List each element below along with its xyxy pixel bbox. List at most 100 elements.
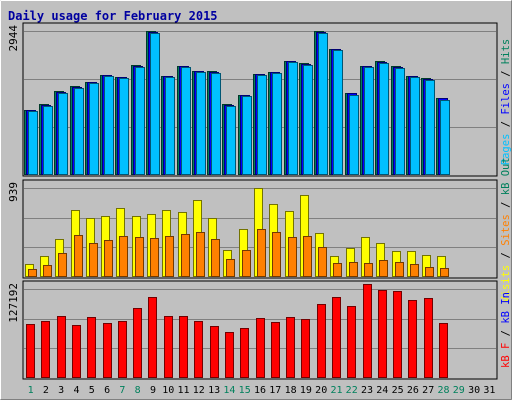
bar-pages-day-21 xyxy=(333,50,343,175)
y-axis-max-label: 939 xyxy=(7,182,20,202)
x-tick-label: 14 xyxy=(223,385,235,396)
bar-kb-f-day-23 xyxy=(363,284,372,378)
bar-sites-day-28 xyxy=(440,268,449,277)
bar-pages-day-19 xyxy=(303,65,313,175)
x-tick-label: 7 xyxy=(119,385,125,396)
legend-entry: kB Out xyxy=(500,157,512,195)
legend-entry: Sites xyxy=(500,214,512,246)
bar-kb-f-day-8 xyxy=(133,308,142,378)
bar-sites-day-2 xyxy=(43,265,52,277)
x-tick-label: 23 xyxy=(361,385,373,396)
bar-pages-day-13 xyxy=(211,73,221,175)
bar-kb-f-day-26 xyxy=(408,300,417,378)
bar-pages-day-1 xyxy=(28,111,38,175)
bar-pages-day-16 xyxy=(257,75,267,175)
bar-kb-f-day-21 xyxy=(332,297,341,378)
bar-kb-f-day-2 xyxy=(41,321,50,378)
legend-entry: Visits xyxy=(500,265,512,303)
bar-kb-f-day-24 xyxy=(378,290,387,378)
x-tick-label: 19 xyxy=(300,385,312,396)
bar-pages-day-28 xyxy=(440,100,450,175)
bar-kb-f-day-27 xyxy=(424,298,433,378)
bar-sites-day-9 xyxy=(150,238,159,277)
bar-sites-day-19 xyxy=(303,236,312,277)
bar-sites-day-18 xyxy=(288,237,297,277)
legend-entry: / xyxy=(500,324,512,343)
bar-pages-day-18 xyxy=(288,62,298,175)
panel-kb: 127192 xyxy=(7,280,498,380)
bar-pages-day-5 xyxy=(89,83,99,175)
bar-kb-f-day-12 xyxy=(194,321,203,378)
x-tick-label: 27 xyxy=(422,385,434,396)
bar-pages-day-12 xyxy=(196,72,206,175)
x-tick-label: 9 xyxy=(150,385,156,396)
bar-pages-day-20 xyxy=(318,33,328,175)
bar-sites-day-8 xyxy=(135,237,144,277)
bar-sites-day-25 xyxy=(395,262,404,277)
x-tick-label: 3 xyxy=(58,385,64,396)
x-tick-label: 17 xyxy=(269,385,281,396)
x-tick-label: 26 xyxy=(407,385,419,396)
bar-pages-day-24 xyxy=(379,63,389,175)
bar-kb-f-day-25 xyxy=(393,291,402,378)
bar-kb-f-day-16 xyxy=(256,318,265,378)
bar-sites-day-21 xyxy=(333,263,342,277)
legend-entry: kB In xyxy=(500,292,512,324)
bar-kb-f-day-7 xyxy=(118,321,127,378)
bar-kb-f-day-19 xyxy=(301,319,310,378)
bar-sites-day-5 xyxy=(89,243,98,277)
bar-kb-f-day-3 xyxy=(57,316,66,378)
bar-pages-day-17 xyxy=(272,73,282,175)
chart-title: Daily usage for February 2015 xyxy=(8,9,218,23)
bar-pages-day-6 xyxy=(104,76,114,175)
x-tick-label: 29 xyxy=(453,385,465,396)
legend-middle: Visits / Sites / kB Out xyxy=(500,157,512,302)
bar-kb-f-day-13 xyxy=(210,326,219,378)
legend-entry: Files xyxy=(500,83,512,115)
bar-sites-day-17 xyxy=(272,232,281,277)
bar-sites-day-14 xyxy=(226,259,235,277)
legend-entry: / xyxy=(500,246,512,265)
bar-kb-f-day-10 xyxy=(164,316,173,378)
legend-bottom: kB F / kB In xyxy=(500,292,512,368)
bar-sites-day-27 xyxy=(425,267,434,277)
x-tick-label: 24 xyxy=(376,385,388,396)
bar-kb-f-day-4 xyxy=(72,325,81,378)
legend-entry: Pages xyxy=(500,134,512,166)
bar-pages-day-26 xyxy=(410,77,420,175)
bar-pages-day-11 xyxy=(181,67,191,175)
x-tick-label: 21 xyxy=(330,385,342,396)
x-tick-label: 11 xyxy=(177,385,189,396)
x-tick-label: 20 xyxy=(315,385,327,396)
legend-top: Pages / Files / Hits xyxy=(500,39,512,165)
bar-sites-day-26 xyxy=(410,264,419,277)
y-axis-max-label: 127192 xyxy=(7,283,20,323)
x-tick-label: 8 xyxy=(135,385,141,396)
bar-kb-f-day-11 xyxy=(179,316,188,378)
bar-sites-day-4 xyxy=(74,235,83,277)
panel-visits-sites: 939 xyxy=(7,179,498,279)
bar-pages-day-2 xyxy=(43,106,53,175)
x-tick-label: 5 xyxy=(89,385,95,396)
bar-pages-day-22 xyxy=(349,95,359,175)
bar-sites-day-22 xyxy=(349,262,358,277)
bar-kb-f-day-9 xyxy=(148,297,157,378)
x-tick-label: 16 xyxy=(254,385,266,396)
x-tick-label: 30 xyxy=(468,385,480,396)
bar-sites-day-15 xyxy=(242,250,251,277)
legend-entry: / xyxy=(500,64,512,83)
bar-pages-day-27 xyxy=(425,80,435,175)
bar-pages-day-3 xyxy=(58,93,68,175)
bar-kb-f-day-17 xyxy=(271,322,280,378)
x-tick-label: 6 xyxy=(104,385,110,396)
bar-pages-day-7 xyxy=(119,78,129,175)
x-tick-label: 18 xyxy=(285,385,297,396)
panel-pages-files-hits: 2944 xyxy=(7,22,498,177)
x-tick-label: 12 xyxy=(193,385,205,396)
bar-pages-day-10 xyxy=(165,77,175,175)
bar-sites-day-3 xyxy=(58,253,67,277)
bar-sites-day-13 xyxy=(211,239,220,277)
x-axis-tick-labels: 1 2 3 4 5 6 7 8 9 10 11 12 13 14 15 16 17 18 19 20 21 22 23 24 2… xyxy=(28,385,496,396)
